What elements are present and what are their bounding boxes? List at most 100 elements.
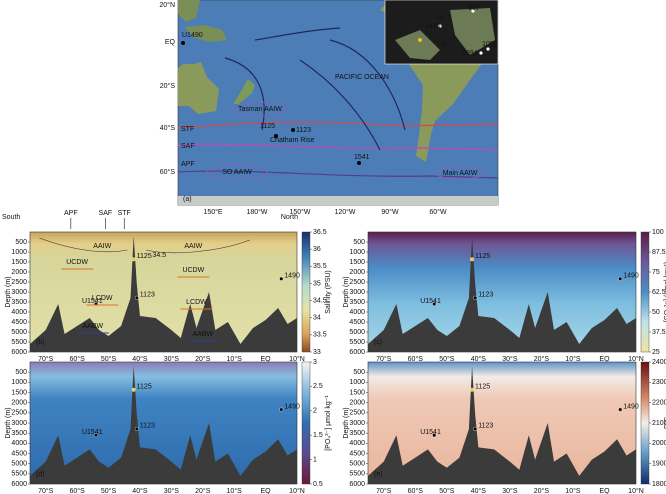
- lat-tick-label: 20°S: [534, 355, 550, 363]
- lat-tick-label: EQ: [599, 488, 610, 494]
- lat-tick-label: 40°S: [132, 487, 148, 494]
- contour: [39, 237, 250, 254]
- depth-tick-label: 6000: [11, 349, 27, 356]
- front-label: APF: [64, 210, 78, 217]
- inset-site-label: 667: [468, 5, 480, 12]
- depth-tick-label: 1000: [11, 249, 27, 256]
- water-mass-label: AABW: [192, 331, 213, 338]
- station-label: 1123: [478, 292, 493, 299]
- depth-tick-label: 5000: [11, 329, 27, 336]
- station-label: 1125: [475, 253, 490, 260]
- station-label: 1123: [140, 423, 155, 430]
- depth-tick-label: 2500: [349, 279, 365, 286]
- inset-land: [395, 30, 440, 60]
- lon-label: 60°W: [429, 208, 447, 216]
- colorbar-tick-label: 36.5: [313, 229, 327, 236]
- lat-tick-label: EQ: [261, 488, 272, 494]
- lat-tick-label: 40°S: [471, 355, 487, 363]
- ocean-label: PACIFIC OCEAN: [335, 74, 389, 81]
- water-mass-label: Tasman AAIW: [238, 106, 282, 113]
- station-marker: [473, 426, 478, 431]
- depth-tick-label: 3500: [349, 430, 365, 437]
- depth-tick-label: 1500: [349, 259, 365, 266]
- colorbar: [301, 361, 311, 485]
- colorbar-tick-label: 3: [313, 359, 317, 366]
- lat-tick-label: 40°S: [471, 487, 487, 494]
- lon-label: 150°E: [203, 208, 222, 216]
- colorbar-tick-label: 35: [313, 280, 321, 287]
- front-label: STF: [181, 126, 194, 133]
- front-label: STF: [118, 210, 131, 217]
- seafloor: [30, 366, 297, 484]
- inset-marker: [418, 38, 422, 42]
- lat-tick-label: 20°S: [195, 487, 211, 494]
- lat-label: EQ: [165, 39, 176, 46]
- lat-label: 40°S: [160, 124, 176, 132]
- front-label: SAF: [181, 143, 195, 150]
- site-label: U1490: [182, 32, 203, 39]
- station-label: 1490: [284, 273, 300, 280]
- station-label: 1125: [475, 384, 490, 391]
- colorbar-label: [CO₃²⁻] (μmol kg⁻¹): [664, 262, 666, 323]
- water-mass-label: AAIW: [93, 243, 111, 250]
- lat-tick-label: 10°N: [289, 355, 305, 363]
- water-mass-label: LCDW: [186, 299, 207, 306]
- lat-tick-label: 10°S: [227, 355, 243, 363]
- depth-tick-label: 500: [353, 369, 365, 376]
- depth-tick-label: 500: [15, 369, 27, 376]
- water-mass-label: AABW: [83, 323, 104, 330]
- y-axis-label: Depth (m): [343, 276, 350, 307]
- lat-tick-label: 70°S: [376, 487, 392, 494]
- water-mass-label: UCDW: [66, 259, 88, 266]
- lat-tick-label: 10°S: [565, 355, 581, 363]
- colorbar-tick-label: 0.5: [313, 481, 323, 488]
- inset-pole-label: N: [438, 15, 443, 22]
- water-mass-outlines: [206, 101, 485, 180]
- colorbar-tick-label: 1900: [652, 461, 666, 468]
- lat-tick-label: 40°S: [132, 355, 148, 363]
- lat-tick-label: 60°S: [69, 355, 85, 363]
- lat-tick-label: 20°S: [195, 355, 211, 363]
- depth-tick-label: 4000: [11, 440, 27, 447]
- depth-tick-label: 4000: [349, 440, 365, 447]
- colorbar-label: [PO₄³⁻] μmol kg⁻¹: [325, 395, 332, 451]
- colorbar-tick-label: 1: [313, 456, 317, 463]
- depth-tick-label: 5000: [11, 461, 27, 468]
- depth-tick-label: 3500: [349, 299, 365, 306]
- site-label: 1123: [296, 127, 311, 134]
- station-marker: [134, 426, 139, 431]
- panel-label: (e): [374, 471, 383, 478]
- colorbar-tick-label: 2100: [652, 420, 666, 427]
- colorbar-tick-label: 1.5: [313, 432, 323, 439]
- colorbar-label: DIC: [664, 417, 666, 429]
- lat-tick-label: 30°S: [502, 487, 518, 494]
- lat-tick-label: 10°S: [227, 487, 243, 494]
- inset-land: [450, 8, 495, 55]
- lat-label: 60°S: [160, 168, 176, 176]
- lat-tick-label: 60°S: [408, 487, 424, 494]
- water-mass-label: Main AAIW: [443, 170, 478, 177]
- depth-tick-label: 6000: [11, 481, 27, 488]
- depth-tick-label: 6000: [349, 481, 365, 488]
- station-marker: [131, 387, 136, 392]
- depth-tick-label: 6000: [349, 349, 365, 356]
- depth-tick-label: 1000: [11, 379, 27, 386]
- colorbar-tick-label: 33: [313, 349, 321, 356]
- colorbar-tick-label: 62.5: [652, 289, 666, 296]
- site-label: 1125: [260, 123, 275, 130]
- depth-tick-label: 5000: [349, 329, 365, 336]
- depth-tick-label: 5500: [349, 471, 365, 478]
- colorbar-tick-label: 2000: [652, 440, 666, 447]
- colorbar-tick-label: 1800: [652, 481, 666, 488]
- lon-label: 90°W: [381, 208, 399, 216]
- inset-site-label: 1094: [462, 50, 478, 57]
- station-marker: [279, 407, 284, 412]
- station-marker: [473, 295, 478, 300]
- lat-tick-label: 50°S: [439, 355, 455, 363]
- station-marker: [618, 276, 623, 281]
- colorbar: [301, 231, 311, 353]
- inset-site-label: 1490: [425, 23, 441, 30]
- depth-tick-label: 1500: [11, 389, 27, 396]
- panel-label: (a): [183, 196, 192, 203]
